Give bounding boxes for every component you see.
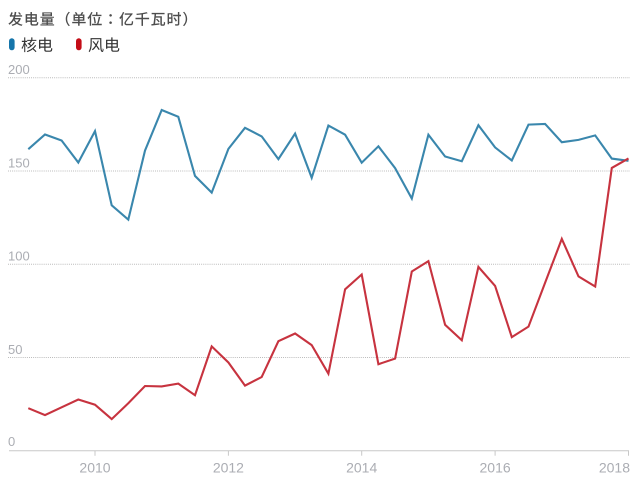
svg-text:2010: 2010: [79, 460, 110, 476]
svg-text:200: 200: [8, 62, 30, 77]
svg-text:2012: 2012: [213, 460, 244, 476]
svg-text:2014: 2014: [346, 460, 377, 476]
svg-text:2016: 2016: [480, 460, 511, 476]
svg-text:0: 0: [8, 434, 15, 449]
svg-text:150: 150: [8, 155, 30, 170]
svg-text:50: 50: [8, 342, 22, 357]
svg-text:100: 100: [8, 249, 30, 264]
svg-text:2018: 2018: [599, 460, 630, 476]
